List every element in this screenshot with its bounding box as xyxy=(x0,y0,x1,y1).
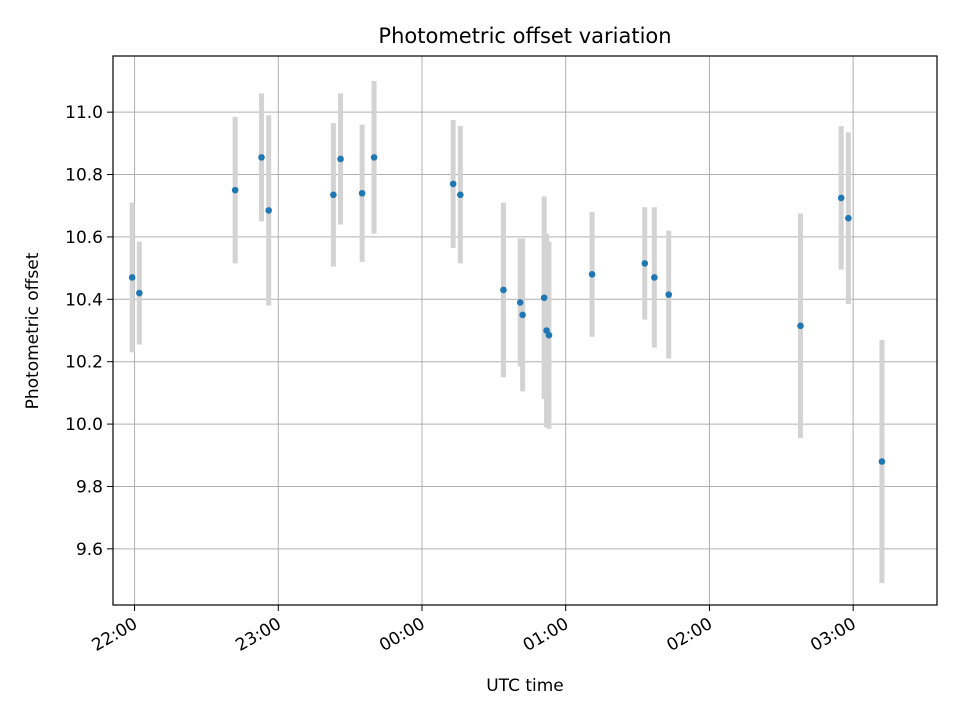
data-point xyxy=(330,191,337,199)
plot-frame xyxy=(112,55,938,606)
data-point xyxy=(370,154,378,161)
y-axis: 9.6 9.8 10.0 10.2 10.4 10.6 10.8 11.0 xyxy=(65,103,113,560)
y-tick-label: 10.8 xyxy=(65,166,103,186)
data-point xyxy=(500,286,507,294)
grid xyxy=(113,56,937,605)
x-axis-label: UTC time xyxy=(486,676,564,696)
data-point xyxy=(545,331,553,339)
data-point xyxy=(258,154,265,161)
data-point xyxy=(797,322,804,330)
data-point xyxy=(516,299,524,306)
chart-title: Photometric offset variation xyxy=(378,24,671,48)
y-axis-label: Photometric offset xyxy=(23,252,43,409)
data-point xyxy=(231,186,239,194)
data-point xyxy=(651,274,658,281)
data-point xyxy=(337,155,344,163)
data-point xyxy=(665,291,673,298)
data-point xyxy=(457,191,464,199)
data-point xyxy=(540,294,548,302)
data-point xyxy=(588,271,596,278)
data-point xyxy=(519,311,526,319)
data-point xyxy=(128,274,136,281)
data-point xyxy=(641,260,649,267)
data-point xyxy=(449,180,457,188)
data-point xyxy=(358,189,366,197)
y-tick-label: 10.6 xyxy=(65,228,103,248)
y-tick-label: 11.0 xyxy=(65,103,103,123)
y-tick-label: 10.4 xyxy=(65,290,103,310)
y-tick-label: 10.2 xyxy=(65,353,103,373)
y-tick-label: 9.6 xyxy=(76,540,103,560)
data-point xyxy=(265,207,272,214)
data-point xyxy=(845,214,852,222)
y-tick-label: 9.8 xyxy=(76,477,103,497)
data-point xyxy=(136,289,143,297)
y-tick-label: 10.0 xyxy=(65,415,103,435)
data-points xyxy=(128,154,886,465)
data-point xyxy=(837,194,845,202)
data-point xyxy=(878,458,886,465)
